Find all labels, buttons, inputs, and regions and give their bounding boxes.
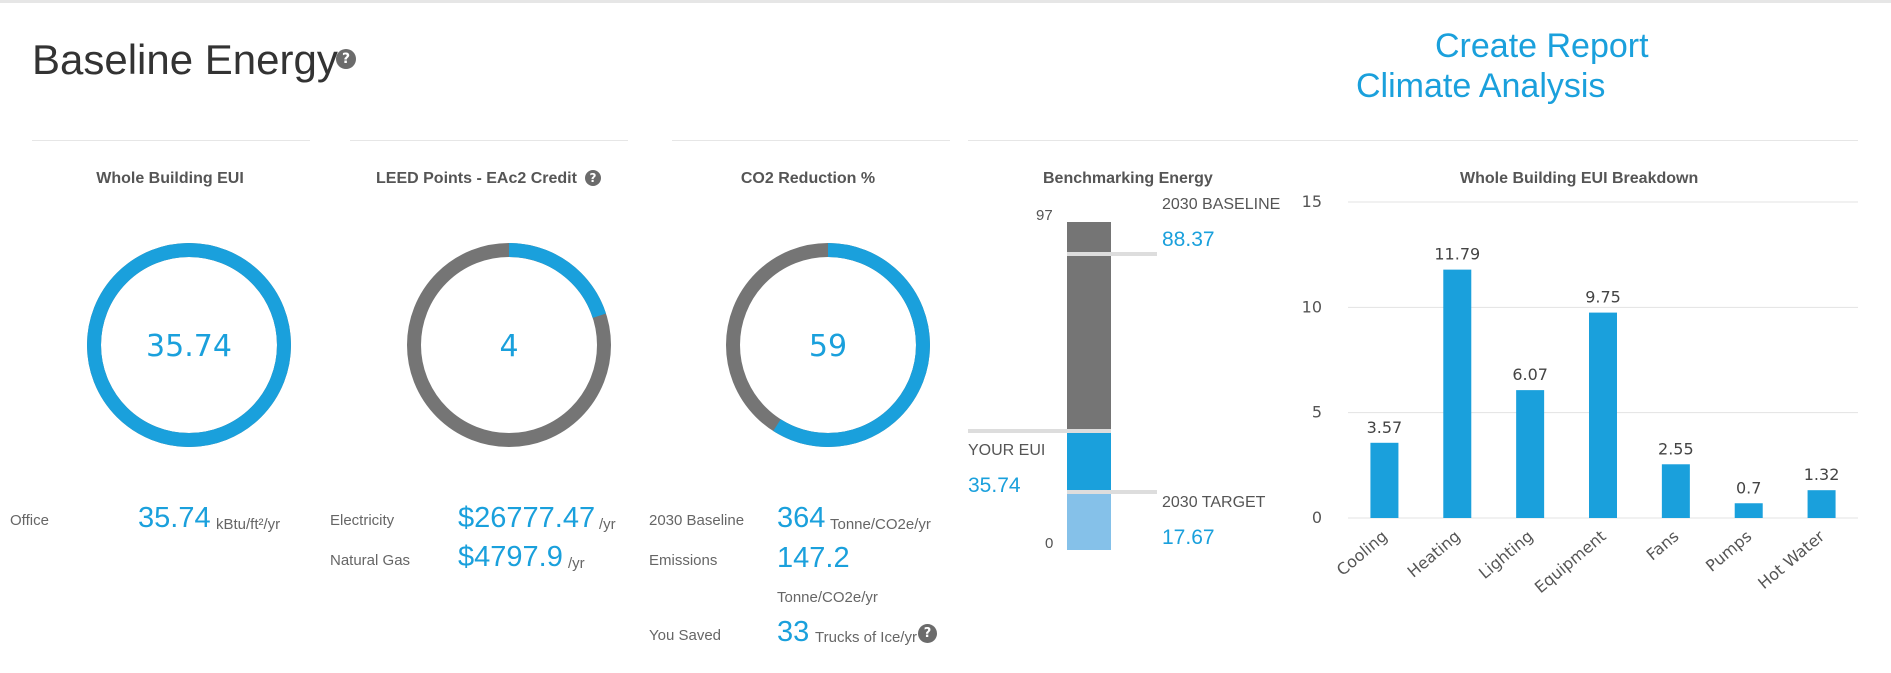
scale-min-label: 0 bbox=[1045, 535, 1054, 552]
emissions-unit: Tonne/CO2e/yr bbox=[777, 589, 878, 606]
baseline-value: 364 bbox=[777, 502, 826, 534]
bar-pumps bbox=[1734, 503, 1763, 518]
data-label: 0.7 bbox=[1736, 478, 1761, 497]
saved-unit: Trucks of Ice/yr bbox=[815, 629, 917, 646]
data-label: 11.79 bbox=[1434, 245, 1480, 264]
emissions-value: 147.2 bbox=[777, 542, 850, 574]
bar-lighting bbox=[1516, 390, 1545, 518]
eui-panel-title: Whole Building EUI bbox=[96, 170, 244, 187]
bench-baseline-value: 88.37 bbox=[1162, 228, 1215, 251]
baseline-marker bbox=[1067, 252, 1157, 256]
electricity-cost: $26777.47 bbox=[458, 502, 596, 534]
help-icon[interactable]: ? bbox=[918, 624, 937, 643]
section-divider bbox=[968, 140, 1858, 141]
page-title: Baseline Energy bbox=[32, 36, 338, 83]
top-border bbox=[0, 0, 1891, 3]
electricity-unit: /yr bbox=[599, 516, 616, 533]
eui-donut-value: 35.74 bbox=[146, 329, 232, 364]
donut-arc bbox=[726, 243, 930, 447]
help-icon[interactable]: ? bbox=[336, 49, 356, 69]
scale-max-label: 97 bbox=[1036, 207, 1053, 224]
donut-arc bbox=[87, 243, 291, 447]
data-label: 1.32 bbox=[1804, 465, 1840, 484]
donut-arc bbox=[407, 243, 611, 447]
leed-donut-value: 4 bbox=[499, 329, 518, 364]
natural-gas-cost: $4797.9 bbox=[458, 541, 563, 573]
leed-donut: 4 bbox=[407, 243, 611, 447]
bench-target-value: 17.67 bbox=[1162, 526, 1215, 549]
section-divider bbox=[672, 140, 950, 141]
y-tick-label: 10 bbox=[1302, 297, 1322, 316]
leed-panel-title: LEED Points - EAc2 Credit bbox=[376, 170, 577, 187]
your-eui-value: 35.74 bbox=[968, 474, 1021, 497]
office-label: Office bbox=[10, 512, 49, 529]
section-divider bbox=[350, 140, 628, 141]
y-tick-label: 5 bbox=[1312, 403, 1322, 422]
section-divider bbox=[32, 140, 310, 141]
x-tick-label: Heating bbox=[1404, 527, 1464, 582]
baseline-label: 2030 Baseline bbox=[649, 512, 745, 529]
bar-equipment bbox=[1589, 312, 1617, 518]
co2-donut: 59 bbox=[726, 243, 930, 447]
target-bar-segment bbox=[1067, 492, 1111, 550]
bench-panel-title: Benchmarking Energy bbox=[1043, 170, 1213, 187]
bar-hot-water bbox=[1807, 490, 1836, 518]
x-tick-label: Cooling bbox=[1333, 527, 1391, 580]
bar-fans bbox=[1661, 464, 1690, 518]
co2-panel-title: CO2 Reduction % bbox=[740, 170, 876, 187]
eui-donut: 35.74 bbox=[87, 243, 291, 447]
natural-gas-unit: /yr bbox=[568, 555, 585, 572]
data-label: 2.55 bbox=[1658, 439, 1694, 458]
chart-title: Whole Building EUI Breakdown bbox=[1460, 170, 1699, 187]
electricity-label: Electricity bbox=[330, 512, 395, 529]
x-tick-label: Pumps bbox=[1702, 527, 1755, 576]
x-tick-label: Hot Water bbox=[1754, 526, 1828, 593]
help-icon[interactable]: ? bbox=[585, 170, 601, 186]
data-label: 6.07 bbox=[1512, 365, 1548, 384]
co2-donut-value: 59 bbox=[809, 329, 847, 364]
data-label: 3.57 bbox=[1367, 418, 1403, 437]
bar-cooling bbox=[1370, 442, 1399, 518]
target-marker bbox=[1067, 490, 1157, 494]
your-eui-label: YOUR EUI bbox=[968, 442, 1046, 459]
bar-heating bbox=[1443, 269, 1472, 518]
emissions-label: Emissions bbox=[649, 552, 718, 569]
eui-breakdown-chart: 0 5 10 15 3.57 Cooling 11.79 Heating 6.07 Lightin… bbox=[1302, 192, 1858, 597]
baseline-bar-segment bbox=[1067, 222, 1111, 432]
x-tick-label: Fans bbox=[1643, 527, 1683, 565]
data-label: 9.75 bbox=[1585, 288, 1621, 307]
saved-value: 33 bbox=[777, 616, 810, 648]
y-tick-label: 15 bbox=[1302, 192, 1322, 211]
bench-target-label: 2030 TARGET bbox=[1162, 494, 1266, 511]
your-eui-bar-segment bbox=[1067, 432, 1111, 492]
climate-analysis-link[interactable]: Climate Analysis bbox=[1356, 67, 1606, 105]
saved-label: You Saved bbox=[649, 627, 722, 644]
office-eui-value: 35.74 bbox=[138, 502, 211, 534]
your-eui-marker bbox=[968, 429, 1111, 433]
natural-gas-label: Natural Gas bbox=[330, 552, 411, 569]
bench-baseline-label: 2030 BASELINE bbox=[1162, 196, 1281, 213]
office-eui-unit: kBtu/ft²/yr bbox=[216, 516, 281, 533]
y-tick-label: 0 bbox=[1312, 508, 1322, 527]
baseline-unit: Tonne/CO2e/yr bbox=[830, 516, 931, 533]
x-tick-label: Equipment bbox=[1531, 527, 1610, 597]
create-report-link[interactable]: Create Report bbox=[1435, 27, 1649, 65]
x-tick-label: Lighting bbox=[1475, 527, 1537, 583]
